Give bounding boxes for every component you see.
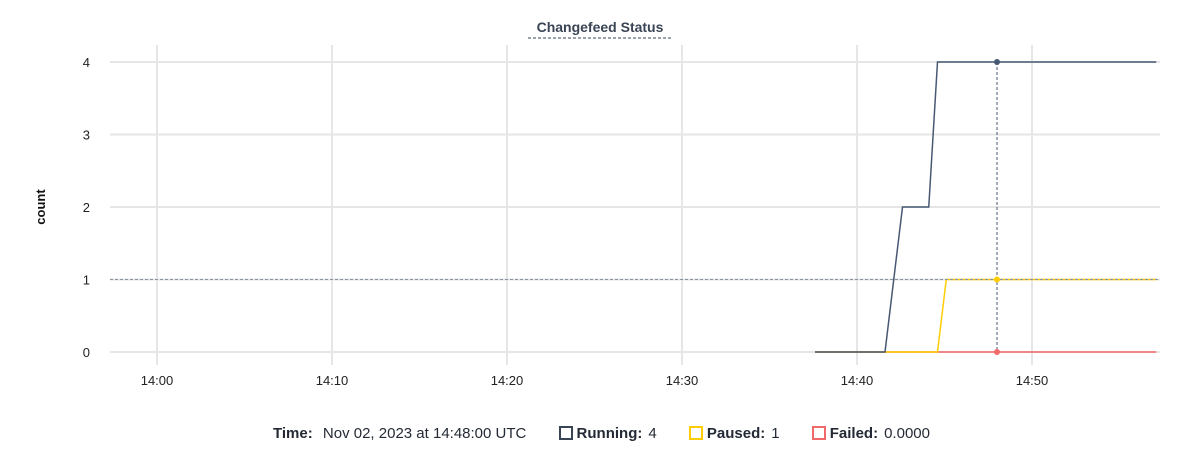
legend-item-paused[interactable]: Paused: 1 bbox=[688, 424, 780, 442]
running-label: Running: bbox=[576, 424, 643, 442]
running-value: 4 bbox=[648, 424, 657, 442]
y-tick-label: 0 bbox=[83, 345, 90, 360]
hover-point-running bbox=[994, 59, 1000, 65]
paused-value: 1 bbox=[771, 424, 780, 442]
chart-title: Changefeed Status bbox=[537, 19, 664, 35]
hover-point-paused bbox=[994, 276, 1000, 283]
paused-swatch bbox=[688, 426, 703, 441]
x-tick-label: 14:00 bbox=[141, 373, 174, 388]
line-chart[interactable]: Changefeed Status count 0 1 2 3 4 14:00 14:10 1… bbox=[0, 0, 1203, 420]
y-tick-label: 4 bbox=[83, 55, 90, 70]
x-tick-label: 14:30 bbox=[666, 373, 699, 388]
time-value: Nov 02, 2023 at 14:48:00 UTC bbox=[322, 424, 527, 442]
legend-item-running[interactable]: Running: 4 bbox=[558, 424, 657, 442]
legend: Time: Nov 02, 2023 at 14:48:00 UTC Runni… bbox=[0, 424, 1203, 442]
x-tick-label: 14:50 bbox=[1016, 373, 1049, 388]
x-tick-label: 14:10 bbox=[316, 373, 349, 388]
time-label: Time: bbox=[273, 424, 313, 442]
y-tick-label: 3 bbox=[83, 128, 90, 143]
x-tick-label: 14:40 bbox=[841, 373, 874, 388]
running-swatch bbox=[558, 426, 573, 441]
legend-item-failed[interactable]: Failed: 0.0000 bbox=[811, 424, 930, 442]
failed-value: 0.0000 bbox=[884, 424, 930, 442]
x-tick-label: 14:20 bbox=[491, 373, 524, 388]
paused-label: Paused: bbox=[706, 424, 766, 442]
hover-point-failed bbox=[994, 349, 1000, 355]
series-line-running bbox=[815, 61, 1157, 353]
y-tick-label: 1 bbox=[83, 273, 90, 288]
y-tick-label: 2 bbox=[83, 200, 90, 215]
series-line-paused bbox=[815, 278, 1157, 353]
failed-label: Failed: bbox=[829, 424, 879, 442]
y-axis-label: count bbox=[33, 189, 48, 225]
failed-swatch bbox=[811, 426, 826, 441]
